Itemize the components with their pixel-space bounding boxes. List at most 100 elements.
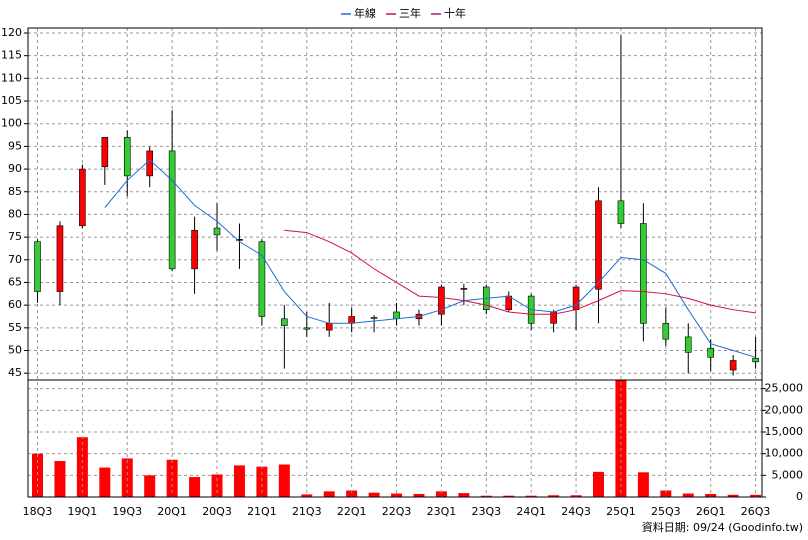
candle-body bbox=[56, 225, 64, 292]
x-tick-label: 22Q3 bbox=[382, 505, 412, 518]
y-tick-label: 115 bbox=[1, 49, 22, 62]
volume-bar bbox=[233, 465, 245, 497]
y-tick-label: 55 bbox=[8, 321, 22, 334]
candle-body bbox=[617, 200, 625, 224]
candle-body bbox=[146, 150, 153, 177]
volume-bar bbox=[99, 467, 111, 497]
x-tick-label: 25Q1 bbox=[606, 505, 636, 518]
y-tick-label: 95 bbox=[8, 139, 22, 152]
y-tick-label: 65 bbox=[8, 275, 22, 288]
x-tick-label: 24Q1 bbox=[516, 505, 546, 518]
candle-body bbox=[707, 347, 715, 358]
volume-bar bbox=[413, 493, 425, 497]
volume-bar bbox=[278, 464, 290, 497]
legend-label: 年線 bbox=[354, 6, 376, 20]
legend-label: 三年 bbox=[399, 6, 421, 20]
footnote: 資料日期: 09/24 (Goodinfo.tw) bbox=[642, 520, 803, 534]
candle-body bbox=[393, 311, 400, 320]
candle-body bbox=[258, 241, 266, 317]
volume-bar bbox=[368, 492, 380, 497]
candle-body bbox=[168, 150, 176, 270]
y-tick-label: 25,000 bbox=[765, 382, 804, 395]
y-tick-label: 100 bbox=[1, 117, 22, 130]
volume-bar bbox=[682, 493, 694, 497]
y-tick-label: 50 bbox=[8, 344, 22, 357]
series-line bbox=[104, 159, 756, 358]
candle-body bbox=[348, 316, 355, 324]
candle-body bbox=[729, 360, 737, 371]
y-tick-label: 20,000 bbox=[765, 403, 804, 416]
x-tick-label: 21Q1 bbox=[247, 505, 277, 518]
candle-body bbox=[752, 357, 759, 363]
candle-body bbox=[438, 286, 445, 315]
candle-body bbox=[662, 322, 670, 340]
volume-bar bbox=[750, 494, 762, 497]
y-tick-label: 15,000 bbox=[765, 425, 804, 438]
candle-body bbox=[460, 288, 468, 290]
x-tick-label: 19Q3 bbox=[112, 505, 142, 518]
x-tick-label: 25Q3 bbox=[651, 505, 681, 518]
x-tick-label: 23Q1 bbox=[427, 505, 457, 518]
candle-body bbox=[123, 137, 131, 177]
volume-bar bbox=[54, 461, 66, 497]
y-tick-label: 10,000 bbox=[765, 447, 804, 460]
volume-bar bbox=[323, 491, 335, 497]
volume-bar bbox=[121, 458, 133, 497]
x-tick-label: 26Q3 bbox=[741, 505, 771, 518]
candle-body bbox=[370, 317, 378, 319]
volume-bar bbox=[144, 475, 156, 497]
x-tick-label: 26Q1 bbox=[696, 505, 726, 518]
volume-bar bbox=[705, 493, 717, 497]
y-tick-label: 0 bbox=[796, 490, 803, 503]
y-tick-label: 85 bbox=[8, 185, 22, 198]
candle-body bbox=[595, 200, 602, 290]
volume-bar bbox=[189, 477, 201, 497]
y-tick-label: 120 bbox=[1, 26, 22, 39]
volume-bar bbox=[660, 490, 672, 497]
candle-body bbox=[684, 336, 692, 353]
volume-bar bbox=[301, 494, 313, 497]
y-tick-label: 60 bbox=[8, 298, 22, 311]
x-tick-label: 21Q3 bbox=[292, 505, 322, 518]
volume-bar bbox=[32, 453, 43, 497]
candle-body bbox=[236, 239, 243, 241]
plot-border bbox=[27, 379, 763, 498]
volume-bar bbox=[593, 471, 604, 497]
y-tick-label: 105 bbox=[1, 94, 22, 107]
x-tick-label: 20Q1 bbox=[157, 505, 187, 518]
volume-bar bbox=[637, 472, 649, 497]
candle-body bbox=[325, 322, 333, 331]
volume-bar bbox=[391, 493, 403, 497]
y-tick-label: 90 bbox=[8, 162, 22, 175]
candle-body bbox=[303, 327, 311, 330]
x-tick-label: 20Q3 bbox=[202, 505, 232, 518]
volume-bar bbox=[256, 466, 268, 497]
y-tick-label: 5,000 bbox=[772, 468, 804, 481]
y-tick-label: 80 bbox=[8, 207, 22, 220]
y-tick-label: 45 bbox=[8, 366, 22, 379]
plot-border bbox=[27, 27, 763, 381]
x-tick-label: 19Q1 bbox=[68, 505, 98, 518]
candle-body bbox=[79, 168, 86, 227]
x-tick-label: 18Q3 bbox=[23, 505, 53, 518]
candle-body bbox=[191, 230, 198, 270]
y-tick-label: 110 bbox=[1, 71, 22, 84]
candle-body bbox=[34, 241, 41, 292]
candle-body bbox=[281, 318, 288, 326]
series-line bbox=[284, 229, 756, 315]
volume-bar bbox=[548, 495, 560, 497]
volume-bar bbox=[727, 494, 739, 497]
candle-body bbox=[640, 223, 647, 324]
candle-body bbox=[505, 295, 513, 310]
candle-body bbox=[213, 227, 221, 236]
y-tick-label: 70 bbox=[8, 253, 22, 266]
volume-bar bbox=[458, 493, 470, 497]
volume-bar bbox=[503, 495, 515, 497]
candle-body bbox=[101, 137, 109, 168]
volume-bar bbox=[435, 491, 447, 497]
x-tick-label: 23Q3 bbox=[471, 505, 501, 518]
y-tick-label: 75 bbox=[8, 230, 22, 243]
x-tick-label: 22Q1 bbox=[337, 505, 367, 518]
volume-bar bbox=[346, 490, 358, 497]
